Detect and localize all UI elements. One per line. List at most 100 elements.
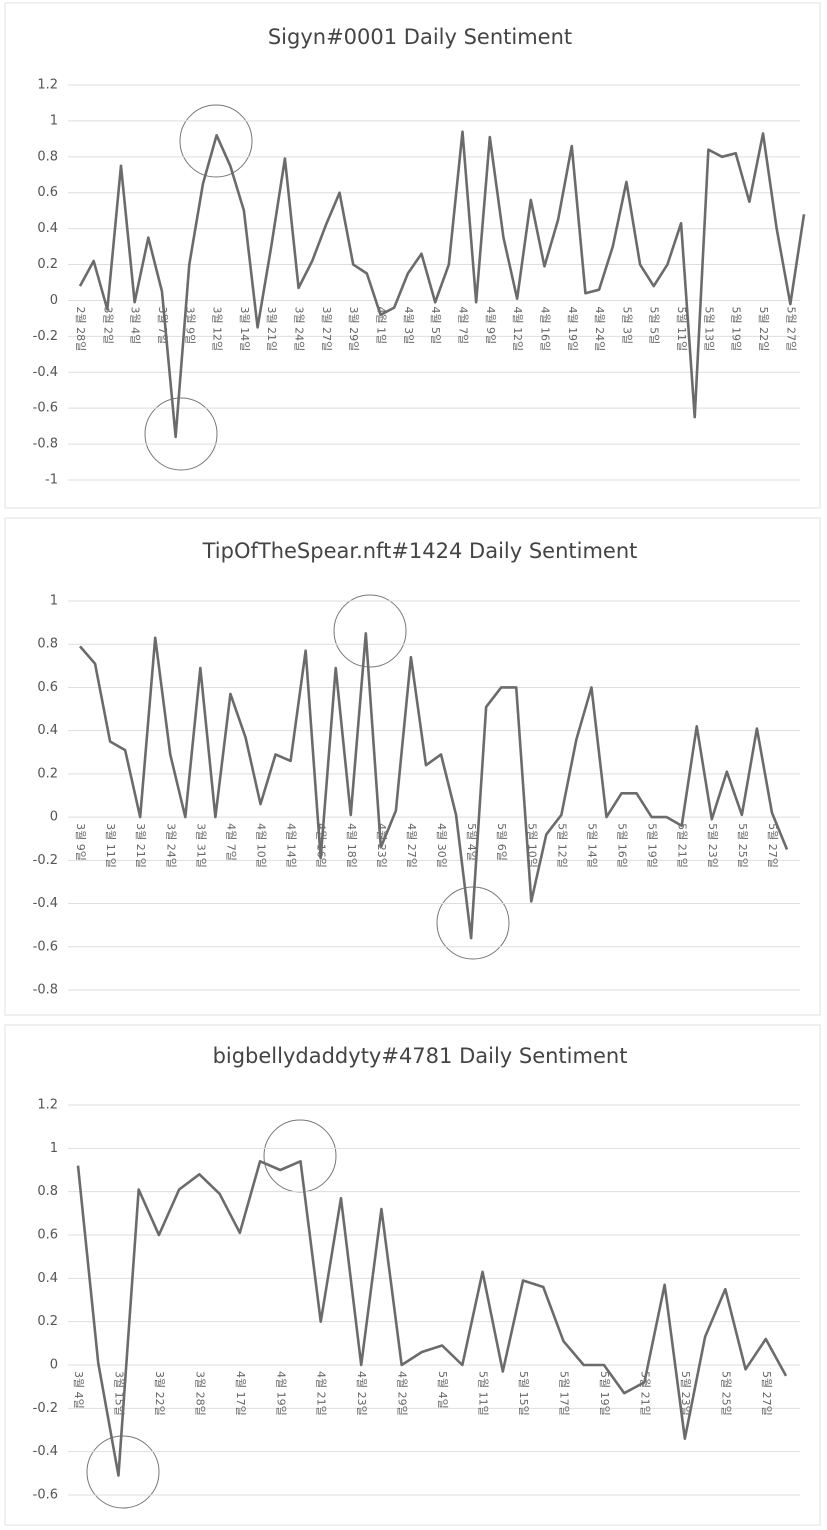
- x-tick-label: 5월 3일: [620, 306, 634, 344]
- x-tick-label: 4월 5일: [429, 306, 443, 344]
- y-tick-label: 0.4: [37, 1271, 58, 1286]
- highlight-circle: [179, 104, 253, 178]
- y-tick-label: 0.6: [37, 1228, 58, 1243]
- x-tick-label: 5월 14일: [585, 823, 599, 868]
- y-tick-label: -0.4: [33, 1444, 58, 1459]
- y-tick-label: 0.2: [37, 257, 58, 272]
- x-tick-label: 5월 23일: [706, 823, 720, 868]
- x-tick-label: 3월 31일: [194, 823, 208, 868]
- x-tick-label: 5월 27일: [760, 1371, 774, 1416]
- x-tick-label: 4월 10일: [255, 823, 269, 868]
- x-tick-label: 5월 21일: [638, 1371, 652, 1416]
- x-tick-label: 3월 11일: [104, 823, 118, 868]
- y-tick-label: 0.6: [37, 680, 58, 695]
- y-tick-label: 0.2: [37, 766, 58, 781]
- x-tick-label: 4월 9일: [484, 306, 498, 344]
- x-tick-label: 5월 11일: [477, 1371, 491, 1416]
- x-tick-label: 4월 21일: [315, 1371, 329, 1416]
- chart-frame: [4, 1024, 821, 1526]
- y-tick-label: -0.2: [33, 329, 58, 344]
- x-tick-label: 3월 12일: [211, 306, 225, 351]
- x-tick-label: 3월 27일: [320, 306, 334, 351]
- x-tick-label: 5월 19일: [646, 823, 660, 868]
- y-tick-label: -0.2: [33, 1401, 58, 1416]
- x-tick-label: 3월 22일: [153, 1371, 167, 1416]
- x-tick-label: 5월 13일: [702, 306, 716, 351]
- chart-title: bigbellydaddyty#4781 Daily Sentiment: [213, 1044, 628, 1068]
- x-tick-label: 4월 19일: [566, 306, 580, 351]
- x-tick-label: 4월 18일: [345, 823, 359, 868]
- x-tick-label: 3월 21일: [265, 306, 279, 351]
- x-tick-label: 3월 9일: [74, 823, 88, 861]
- data-line: [76, 1160, 788, 1477]
- highlight-circle: [144, 397, 218, 471]
- x-tick-label: 5월 19일: [730, 306, 744, 351]
- y-tick-label: -0.6: [33, 939, 58, 954]
- x-tick-label: 5월 15일: [517, 1371, 531, 1416]
- y-tick-label: 0: [50, 810, 58, 825]
- x-tick-label: 4월 16일: [538, 306, 552, 351]
- x-tick-label: 4월 3일: [402, 306, 416, 344]
- x-tick-label: 3월 29일: [347, 306, 361, 351]
- y-tick-label: 0: [50, 1358, 58, 1373]
- x-tick-label: 4월 14일: [285, 823, 299, 868]
- x-tick-label: 5월 6일: [495, 823, 509, 861]
- y-tick-label: 0.4: [37, 723, 58, 738]
- x-tick-label: 5월 5일: [648, 306, 662, 344]
- x-tick-label: 4월 7일: [456, 306, 470, 344]
- x-tick-label: 4월 27일: [405, 823, 419, 868]
- x-tick-label: 5월 16일: [616, 823, 630, 868]
- highlight-circle: [263, 1119, 337, 1193]
- x-tick-label: 3월 2일: [101, 306, 115, 344]
- x-tick-label: 3월 4일: [129, 306, 143, 344]
- x-tick-label: 4월 12일: [511, 306, 525, 351]
- chart-frame: [4, 517, 821, 1016]
- y-tick-label: -1: [45, 473, 58, 488]
- x-tick-label: 3월 4일: [72, 1371, 86, 1409]
- x-tick-label: 5월 17일: [557, 1371, 571, 1416]
- y-tick-label: 0: [50, 293, 58, 308]
- y-tick-label: 0.6: [37, 185, 58, 200]
- y-tick-label: -0.4: [33, 896, 58, 911]
- chart-title: Sigyn#0001 Daily Sentiment: [268, 25, 572, 49]
- x-tick-label: 5월 4일: [436, 1371, 450, 1409]
- highlight-circle: [86, 1435, 160, 1509]
- x-tick-label: 5월 22일: [757, 306, 771, 351]
- y-tick-label: -0.6: [33, 1488, 58, 1503]
- x-tick-label: 3월 28일: [193, 1371, 207, 1416]
- y-tick-label: 0.4: [37, 221, 58, 236]
- y-tick-label: 1: [50, 1141, 58, 1156]
- y-tick-label: 1: [50, 594, 58, 609]
- x-tick-label: 5월 25일: [736, 823, 750, 868]
- x-tick-label: 2월 28일: [74, 306, 88, 351]
- y-tick-label: 1: [50, 113, 58, 128]
- x-tick-label: 5월 23일: [679, 1371, 693, 1416]
- x-tick-label: 4월 1일: [375, 306, 389, 344]
- y-tick-label: 1.2: [37, 1098, 58, 1113]
- y-tick-label: 0.8: [37, 637, 58, 652]
- x-tick-label: 4월 19일: [274, 1371, 288, 1416]
- x-tick-label: 3월 9일: [183, 306, 197, 344]
- chart-frame: [4, 2, 821, 509]
- data-line: [79, 632, 789, 940]
- x-tick-label: 5월 21일: [676, 823, 690, 868]
- y-tick-label: -0.8: [33, 437, 58, 452]
- data-line: [78, 130, 806, 439]
- x-tick-label: 4월 29일: [396, 1371, 410, 1416]
- x-tick-label: 3월 24일: [293, 306, 307, 351]
- y-tick-label: -0.8: [33, 983, 58, 998]
- y-tick-label: -0.2: [33, 853, 58, 868]
- y-tick-label: 0.8: [37, 149, 58, 164]
- x-tick-label: 3월 21일: [134, 823, 148, 868]
- x-tick-label: 3월 14일: [238, 306, 252, 351]
- y-tick-label: 1.2: [37, 78, 58, 93]
- chart-title: TipOfTheSpear.nft#1424 Daily Sentiment: [202, 539, 638, 563]
- x-tick-label: 4월 7일: [224, 823, 238, 861]
- x-tick-label: 5월 27일: [784, 306, 798, 351]
- y-tick-label: 0.2: [37, 1314, 58, 1329]
- y-tick-label: -0.4: [33, 365, 58, 380]
- y-tick-label: 0.8: [37, 1184, 58, 1199]
- x-tick-label: 4월 17일: [234, 1371, 248, 1416]
- y-tick-label: -0.6: [33, 401, 58, 416]
- highlight-circle: [436, 886, 510, 960]
